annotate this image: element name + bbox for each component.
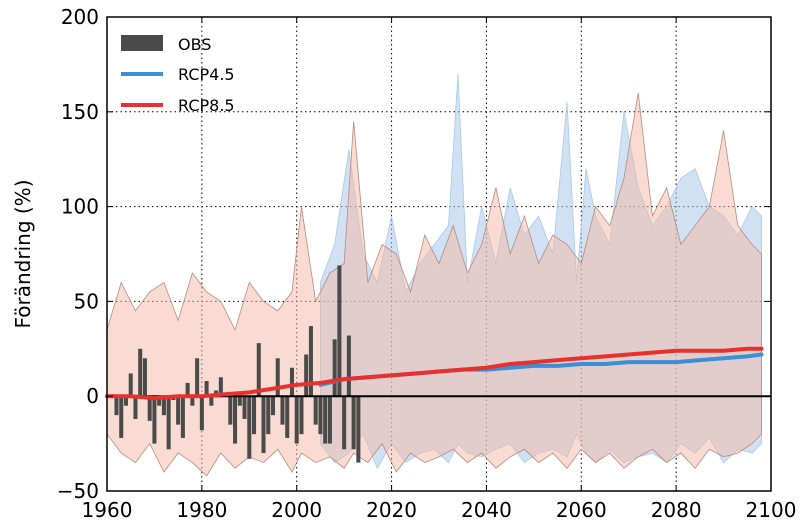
obs-bar — [176, 396, 181, 425]
x-tick-label: 2020 — [366, 498, 417, 522]
legend-obs-swatch — [121, 35, 163, 51]
obs-bar — [275, 358, 280, 397]
obs-bar — [299, 396, 304, 435]
obs-bar — [138, 348, 143, 397]
obs-bar — [237, 396, 242, 406]
x-tick-label: 2000 — [271, 498, 322, 522]
obs-bar — [351, 396, 356, 450]
y-axis-ticks: −50 0 50 100 150 200 — [57, 5, 771, 503]
obs-bar — [233, 396, 238, 444]
obs-bars — [104, 265, 361, 463]
uncertainty-bands — [106, 73, 762, 477]
obs-bar — [247, 396, 252, 459]
obs-bar — [346, 335, 351, 397]
obs-bar — [190, 396, 195, 406]
obs-bar — [195, 358, 200, 397]
obs-bar — [157, 396, 162, 406]
obs-bar — [261, 396, 266, 454]
y-tick-label: 0 — [86, 384, 99, 408]
obs-bar — [242, 396, 247, 419]
obs-bar — [313, 396, 318, 425]
obs-bar — [294, 396, 299, 444]
obs-bar — [123, 396, 128, 406]
obs-bar — [147, 396, 152, 421]
x-tick-label: 2040 — [461, 498, 512, 522]
obs-bar — [318, 396, 323, 435]
y-axis-title: Förändring (%) — [11, 180, 35, 329]
x-tick-label: 1960 — [82, 498, 133, 522]
x-tick-label: 1980 — [176, 498, 227, 522]
obs-bar — [289, 367, 294, 397]
obs-bar — [304, 354, 309, 397]
obs-bar — [228, 396, 233, 425]
legend-rcp85-label: RCP8.5 — [178, 96, 235, 115]
obs-bar — [308, 326, 313, 397]
plot-border — [106, 16, 772, 492]
obs-bar — [204, 381, 209, 397]
obs-bar — [180, 396, 185, 438]
obs-bar — [114, 396, 119, 416]
rcp85-line — [105, 346, 764, 401]
y-tick-label: 100 — [61, 195, 99, 219]
obs-bar — [166, 396, 171, 450]
x-tick-label: 2060 — [556, 498, 607, 522]
obs-bar — [323, 396, 328, 444]
obs-bar — [256, 343, 261, 397]
x-axis-ticks: 1960 1980 2000 2020 2040 2060 2080 2100 — [82, 17, 797, 522]
obs-bar — [119, 396, 124, 438]
y-tick-label: 150 — [61, 100, 99, 124]
obs-bar — [280, 396, 285, 425]
obs-bar — [133, 396, 138, 419]
obs-bar — [332, 339, 337, 397]
obs-bar — [199, 396, 204, 431]
y-tick-label: 50 — [74, 289, 99, 313]
legend-obs-label: OBS — [178, 35, 211, 54]
obs-bar — [327, 396, 332, 444]
obs-bar — [337, 265, 342, 397]
x-tick-label: 2100 — [746, 498, 797, 522]
obs-bar — [209, 396, 214, 406]
series-lines — [105, 346, 764, 401]
obs-bar — [128, 373, 133, 397]
x-tick-label: 2080 — [651, 498, 702, 522]
obs-bar — [142, 358, 147, 397]
obs-bar — [266, 396, 271, 435]
obs-bar — [342, 396, 347, 450]
obs-bar — [356, 396, 361, 463]
rcp85-range-band — [106, 92, 762, 477]
y-tick-label: 200 — [61, 5, 99, 29]
obs-bar — [161, 396, 166, 416]
plot-frame — [106, 16, 772, 492]
y-tick-label: −50 — [57, 479, 99, 503]
legend: OBS RCP4.5 RCP8.5 — [121, 35, 235, 115]
obs-bar — [218, 377, 223, 397]
legend-rcp45-label: RCP4.5 — [178, 65, 235, 84]
obs-bar — [185, 382, 190, 397]
obs-bar — [270, 396, 276, 416]
obs-bar — [285, 396, 290, 438]
obs-bar — [152, 396, 157, 444]
obs-bar — [252, 396, 257, 435]
